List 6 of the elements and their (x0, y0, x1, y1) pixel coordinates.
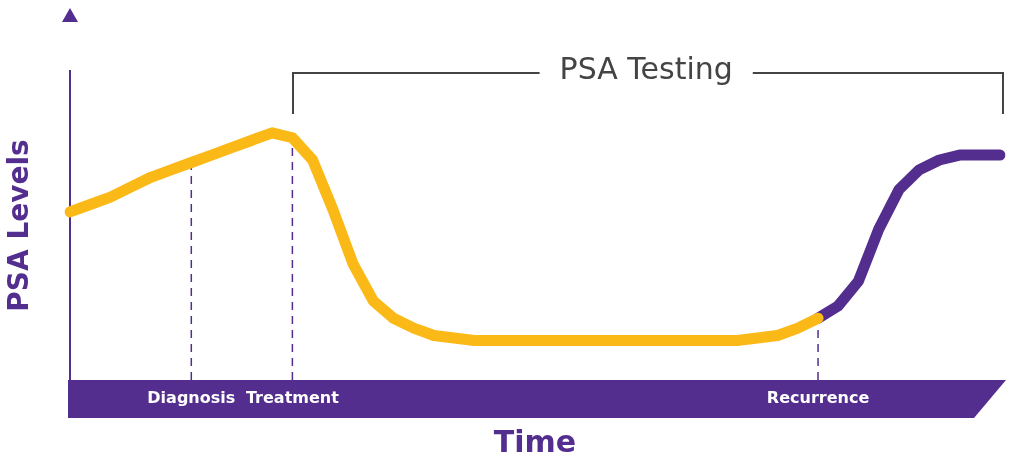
x-axis-title: Time (493, 423, 577, 459)
x-tick-label: Diagnosis (147, 388, 236, 408)
y-axis-title: PSA Levels (2, 139, 36, 312)
x-tick-label: Treatment (245, 388, 340, 408)
x-tick-label: Recurrence (766, 388, 870, 408)
text: PSA Testing (559, 50, 733, 86)
